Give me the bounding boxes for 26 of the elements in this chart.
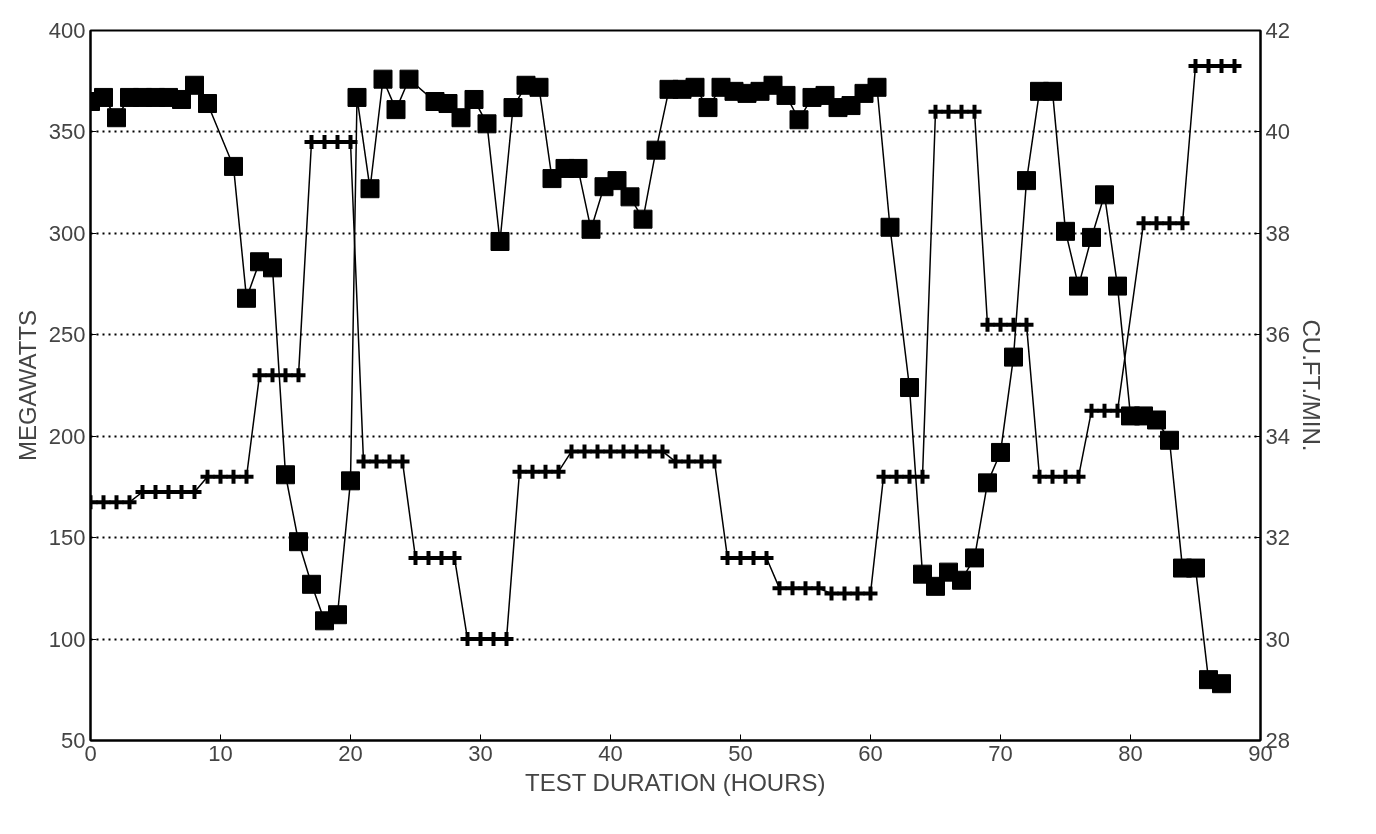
x-tick-label: 40 (598, 740, 623, 766)
y-tick-label: 200 (48, 423, 86, 449)
x-tick-label: 80 (1118, 740, 1143, 766)
y2-tick-label: 30 (1265, 626, 1290, 652)
y2-tick-label: 32 (1265, 525, 1290, 551)
y-tick-label: 300 (48, 220, 86, 246)
y-tick-label: 400 (48, 18, 86, 43)
x-tick-label: 60 (858, 740, 883, 766)
y2-axis-title: CU.FT./MIN. (1297, 319, 1325, 452)
y2-tick-label: 40 (1265, 119, 1290, 145)
y-tick-label: 350 (48, 119, 86, 145)
x-tick-label: 30 (468, 740, 493, 766)
x-tick-label: 70 (988, 740, 1013, 766)
x-tick-label: 50 (728, 740, 753, 766)
y2-tick-label: 36 (1265, 322, 1290, 348)
y2-tick-label: 38 (1265, 220, 1290, 246)
x-axis-title: TEST DURATION (HOURS) (525, 768, 826, 796)
y-tick-label: 150 (48, 525, 86, 551)
y2-tick-label: 34 (1265, 423, 1290, 449)
y2-tick-label: 42 (1265, 18, 1290, 43)
x-tick-label: 10 (208, 740, 233, 766)
y-tick-label: 250 (48, 322, 86, 348)
x-tick-label: 20 (338, 740, 363, 766)
y-tick-label: 100 (48, 626, 86, 652)
x-tick-label: 0 (84, 740, 97, 766)
y-axis-title: MEGAWATTS (13, 309, 41, 462)
